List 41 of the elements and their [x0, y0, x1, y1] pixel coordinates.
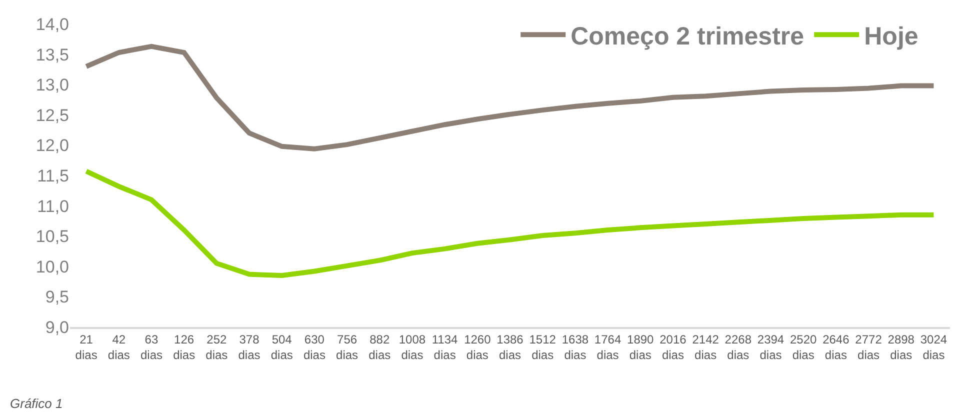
- x-tick-label: 2898 dias: [888, 332, 915, 362]
- y-tick-label: 13,5: [36, 45, 69, 64]
- x-tick-label: 2772 dias: [855, 332, 882, 362]
- y-tick-label: 12,0: [36, 136, 69, 156]
- y-tick-label: 10,5: [36, 227, 69, 246]
- x-tick-label: 1134 dias: [432, 332, 458, 362]
- y-tick-label: 13,0: [36, 76, 69, 95]
- y-tick-label: 10,0: [36, 257, 69, 276]
- x-tick-label: 2268 dias: [724, 332, 752, 362]
- y-tick-label: 11,5: [37, 166, 69, 186]
- x-tick-label: 1386 dias: [496, 332, 524, 362]
- text: Gráfico 1: [10, 396, 63, 411]
- x-tick-label: 2016 dias: [660, 332, 687, 362]
- y-tick-label: 12,5: [36, 106, 69, 125]
- x-tick-label: 630 dias: [303, 332, 326, 362]
- x-tick-label: 1764 dias: [594, 332, 622, 362]
- x-tick-label: 1512 dias: [529, 332, 556, 362]
- x-tick-label: 378 dias: [238, 332, 260, 362]
- x-tick-label: 2520 dias: [790, 332, 817, 362]
- x-tick-label: 63 dias: [140, 332, 162, 362]
- x-tick-label: 1638 dias: [562, 332, 589, 362]
- y-tick-label: 14,0: [36, 14, 69, 34]
- x-tick-label: 504 dias: [270, 332, 293, 362]
- y-tick-label: 9,0: [45, 318, 69, 337]
- y-tick-label: 11,0: [37, 196, 69, 216]
- x-tick-label: 1260 dias: [464, 332, 492, 362]
- legend-label: Começo 2 trimestre: [570, 22, 804, 50]
- x-tick-label: 1890 dias: [627, 332, 654, 362]
- x-tick-label: 2394 dias: [757, 332, 784, 362]
- x-tick-label: 2646 dias: [822, 332, 850, 362]
- x-tick-label: 2142 dias: [692, 332, 720, 362]
- x-tick-label: 882 dias: [368, 332, 391, 362]
- y-tick-label: 9,5: [45, 288, 69, 307]
- legend-label: Hoje: [864, 22, 918, 50]
- x-tick-label: 126 dias: [173, 332, 196, 362]
- x-tick-label: 756 dias: [336, 332, 358, 362]
- x-tick-label: 252 dias: [206, 332, 228, 362]
- x-tick-label: 1008 dias: [398, 332, 426, 362]
- x-tick-label: 21 dias: [75, 332, 98, 362]
- x-tick-label: 42 dias: [108, 332, 130, 362]
- x-tick-label: 3024 dias: [920, 332, 948, 362]
